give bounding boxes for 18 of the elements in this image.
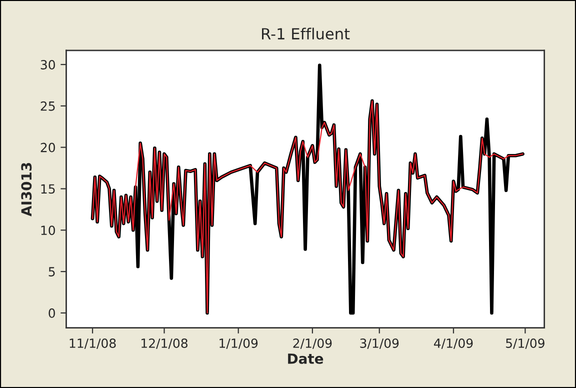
y-tick-label: 25	[40, 101, 55, 111]
x-tick-label: 2/1/09	[293, 338, 332, 349]
chart-title: R-1 Effluent	[262, 28, 350, 40]
x-tick-label: 4/1/09	[434, 338, 473, 349]
x-tick-label: 1/1/09	[220, 338, 258, 349]
x-tick-label: 11/1/08	[70, 338, 116, 349]
y-tick-label: 10	[41, 226, 55, 236]
x-tick-label: 5/1/09	[506, 338, 544, 349]
y-tick-label: 30	[40, 60, 55, 70]
y-axis-title: AI3013	[21, 162, 32, 216]
x-tick-label: 12/1/08	[142, 338, 188, 349]
y-tick-label: 0	[48, 308, 55, 318]
y-tick-label: 15	[41, 184, 55, 194]
y-tick-label: 5	[48, 267, 55, 276]
x-axis-title: Date	[288, 354, 324, 364]
y-tick-label: 20	[40, 142, 55, 152]
line-series	[92, 100, 524, 314]
x-tick-label: 3/1/09	[360, 338, 399, 349]
